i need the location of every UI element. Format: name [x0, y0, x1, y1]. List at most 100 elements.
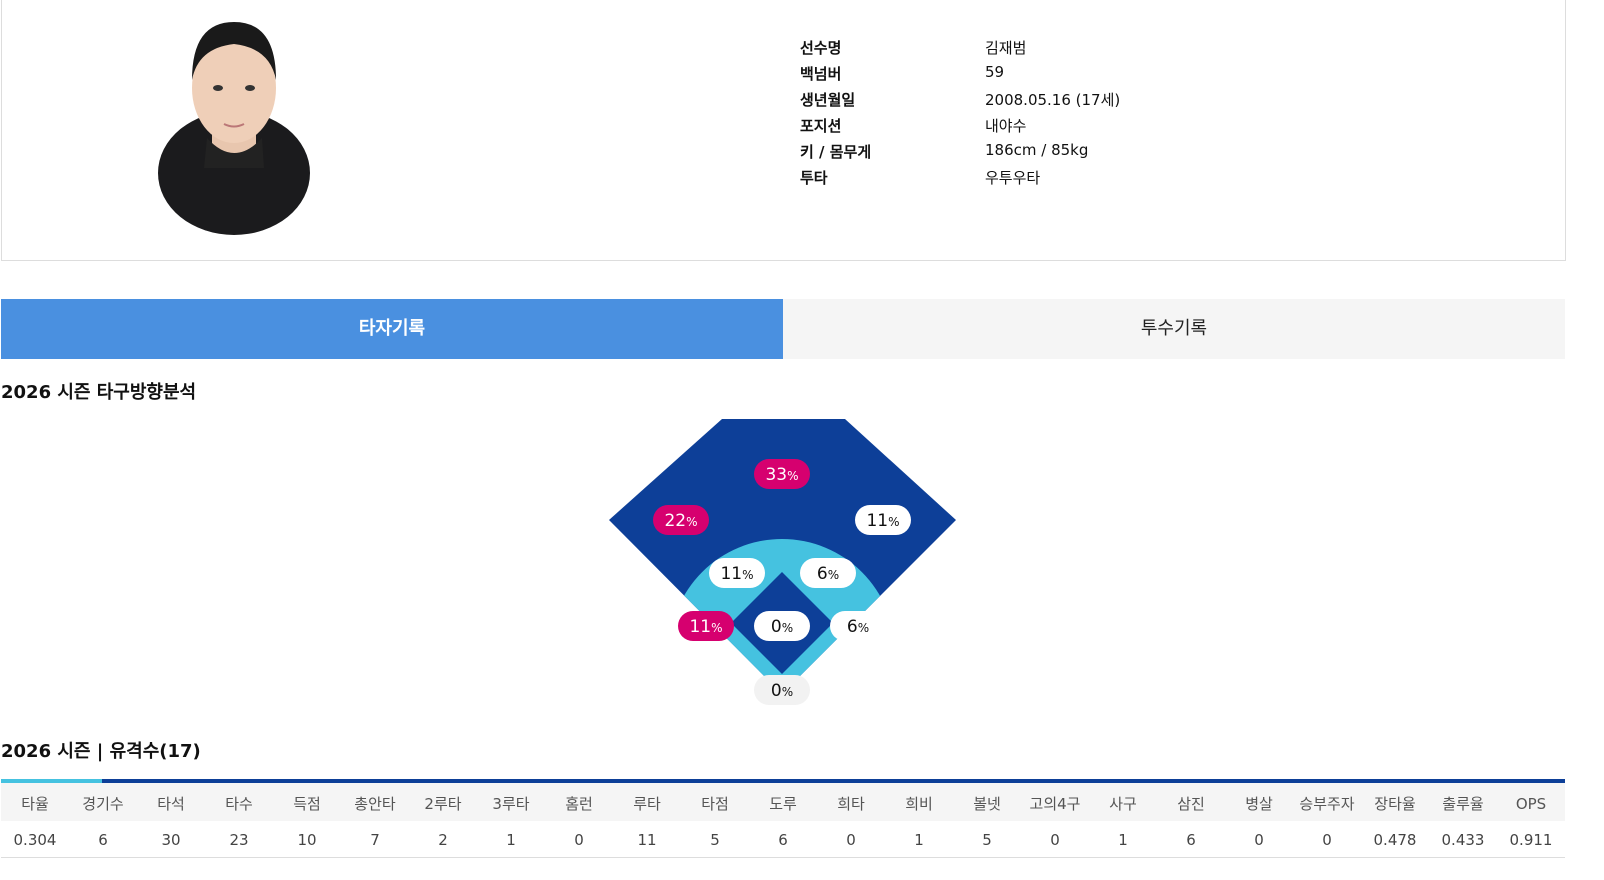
zone-pill	[754, 611, 810, 641]
data-cell: 1	[914, 831, 924, 849]
zone-text: 11%	[720, 564, 753, 584]
zone-label: 22%	[653, 505, 709, 535]
data-cell: 0	[1050, 831, 1060, 849]
zone-value: 0	[771, 617, 782, 637]
header-cell: 루타	[633, 795, 661, 813]
header-cell: 승부주자	[1299, 795, 1355, 813]
header-cell: 고의4구	[1029, 795, 1081, 813]
zone-unit: %	[888, 515, 899, 529]
header-cell: 홈런	[565, 795, 593, 813]
field-label: 선수명	[800, 39, 842, 57]
header-cell: 도루	[769, 795, 797, 813]
zone-pill	[855, 505, 911, 535]
header-cell: 희타	[837, 795, 865, 813]
header-cell: 병살	[1245, 795, 1273, 813]
data-cell: 6	[1186, 831, 1196, 849]
zone-text: 22%	[664, 511, 697, 531]
header-cell: 타율	[21, 795, 49, 813]
header-cell: 사구	[1109, 795, 1137, 813]
header-cell: 장타율	[1374, 795, 1416, 813]
zone-text: 6%	[847, 617, 869, 637]
table-top-bar	[1, 779, 1565, 783]
section-title: 2026 시즌 | 유격수(17)	[1, 741, 201, 762]
field-label: 백넘버	[800, 65, 842, 83]
header-cell: 타석	[157, 795, 185, 813]
zone-text: 11%	[689, 617, 722, 637]
data-cell: 0.433	[1441, 831, 1485, 849]
zone-unit: %	[858, 621, 869, 635]
data-cell: 2	[438, 831, 448, 849]
zone-unit: %	[711, 621, 722, 635]
zone-value: 11	[720, 564, 742, 584]
zone-value: 33	[765, 465, 787, 485]
zone-label: 33%	[754, 459, 810, 489]
tab[interactable]: 투수기록	[783, 299, 1565, 359]
spray-chart: 33%22% 11%11% 6%11% 0% 6%0%	[609, 419, 956, 705]
field-value: 59	[985, 63, 1005, 81]
zone-unit: %	[782, 685, 793, 699]
header-cell: 득점	[293, 795, 321, 813]
data-cell: 5	[982, 831, 992, 849]
field-value: 2008.05.16 (17세)	[985, 91, 1121, 109]
data-cell: 1	[1118, 831, 1128, 849]
data-row: 0.304 6 30 23 10 7 2 1 0 11 5 6 0 1 5 0 1 6 0 0 0.478 0.433 0.…	[1, 821, 1565, 858]
data-cell: 1	[506, 831, 516, 849]
zone-unit: %	[742, 568, 753, 582]
zone-label: 11%	[678, 611, 734, 641]
zone-unit: %	[828, 568, 839, 582]
zone-label: 11%	[855, 505, 911, 535]
field-label: 포지션	[800, 117, 842, 135]
data-cell: 5	[710, 831, 720, 849]
data-cell: 0	[574, 831, 584, 849]
header-cell: 총안타	[354, 795, 396, 813]
zone-text: 11%	[866, 511, 899, 531]
header-cell: 2루타	[424, 795, 462, 813]
data-cell: 0	[846, 831, 856, 849]
profile-card: 선수명 김재범 백넘버 59 생년월일 2008.05.16 (17세) 포지션 내야수 키 /…	[1, 0, 1566, 261]
zone-value: 0	[771, 681, 782, 701]
zone-pill	[709, 558, 765, 588]
field-value: 우투우타	[985, 169, 1041, 187]
data-cell: 23	[229, 831, 249, 849]
zone-text: 33%	[765, 465, 798, 485]
zone-unit: %	[782, 621, 793, 635]
zone-value: 6	[817, 564, 828, 584]
zone-label: 6%	[800, 558, 856, 588]
field-value: 내야수	[985, 117, 1027, 135]
data-cell: 10	[297, 831, 317, 849]
zone-label: 6%	[830, 611, 886, 641]
zone-pill	[754, 459, 810, 489]
zone-value: 6	[847, 617, 858, 637]
header-cell: 삼진	[1177, 795, 1205, 813]
data-cell: 7	[370, 831, 380, 849]
zone-label: 0%	[754, 611, 810, 641]
zone-text: 6%	[817, 564, 839, 584]
header-cell: OPS	[1515, 795, 1547, 813]
zone-pill	[754, 675, 810, 705]
data-cell: 0	[1254, 831, 1264, 849]
record-table: 타율 경기수 타석 타수 득점 총안타 2루타 3루타 홈런 루타 타점 도루 희타 희비 볼넷 고의4구 사구…	[1, 779, 1565, 858]
zone-value: 11	[689, 617, 711, 637]
header-cell: 희비	[905, 795, 933, 813]
zone-pill	[678, 611, 734, 641]
player-photo	[158, 22, 310, 235]
header-cell: 타수	[225, 795, 253, 813]
zone-label: 0%	[754, 675, 810, 705]
data-cell: 30	[161, 831, 181, 849]
zone-value: 22	[664, 511, 686, 531]
data-cell: 0.911	[1509, 831, 1553, 849]
data-cell: 0.304	[13, 831, 57, 849]
zone-label: 11%	[709, 558, 765, 588]
data-cell: 6	[778, 831, 788, 849]
field-label: 키 / 몸무게	[800, 143, 872, 161]
field-value: 186cm / 85kg	[985, 141, 1089, 159]
zone-unit: %	[787, 469, 798, 483]
table-top-accent	[1, 779, 102, 783]
header-cell: 3루타	[492, 795, 530, 813]
zone-value: 11	[866, 511, 888, 531]
data-cell: 0.478	[1373, 831, 1417, 849]
header-row: 타율 경기수 타석 타수 득점 총안타 2루타 3루타 홈런 루타 타점 도루 희타 희비 볼넷 고의4구 사구…	[1, 783, 1565, 821]
header-cell: 경기수	[82, 795, 124, 813]
tab[interactable]: 타자기록	[1, 299, 783, 359]
